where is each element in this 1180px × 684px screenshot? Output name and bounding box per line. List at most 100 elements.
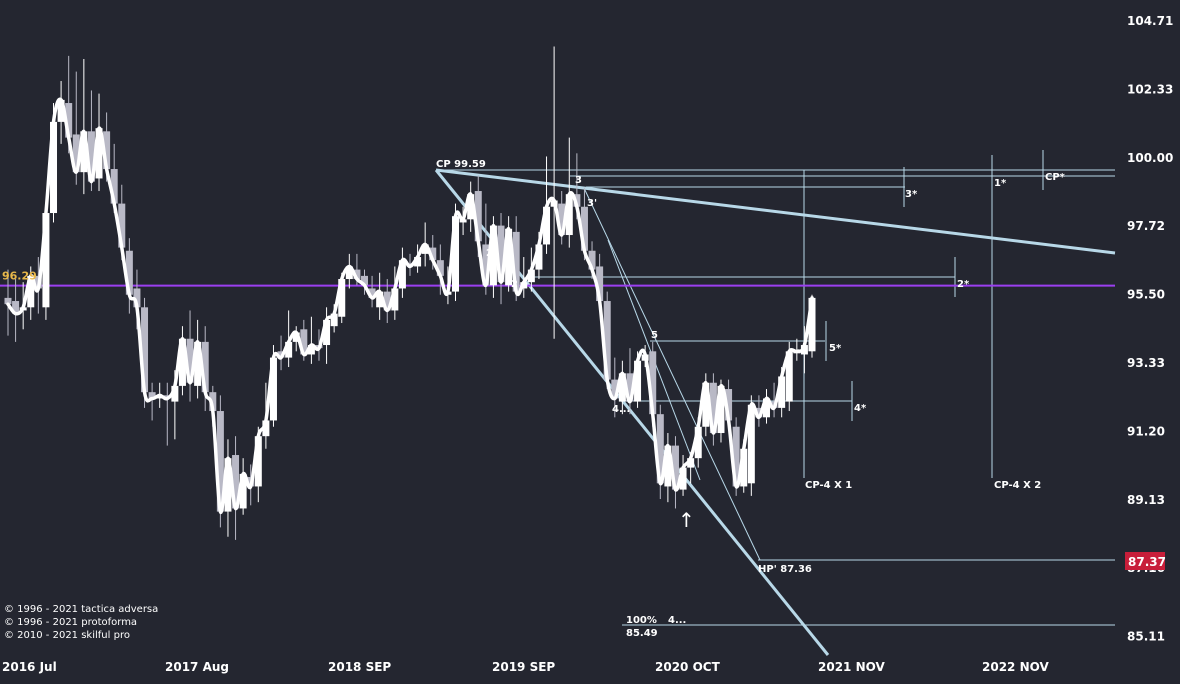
pct-value-label: 85.49 — [626, 628, 658, 639]
candle-body — [664, 445, 672, 487]
candle-body — [80, 131, 88, 173]
x-tick-label: 2022 NOV — [982, 660, 1049, 674]
candle-body — [4, 297, 12, 305]
y-tick-label: 100.00 — [1127, 151, 1173, 165]
candle-body — [512, 231, 520, 292]
copyright-line-2: © 1996 - 2021 protoforma — [4, 617, 137, 628]
candle-body — [269, 357, 277, 421]
wave-4-label: 4... — [612, 404, 630, 415]
candle-body — [482, 244, 490, 286]
pct-label: 100% — [626, 615, 657, 626]
candle-body — [808, 297, 816, 352]
candle-body — [87, 131, 95, 182]
candle-body — [254, 436, 262, 487]
target-3star-label: 3* — [905, 189, 918, 200]
candle-body — [558, 203, 566, 236]
candle-body — [436, 260, 444, 276]
candle-body — [785, 351, 793, 402]
annotations: CP 99.59 HP' 87.36 100% 4... 85.49 2 2' … — [436, 159, 1066, 639]
target-1star-label: 1* — [994, 178, 1007, 189]
candle-body — [178, 338, 186, 386]
price-tag: 87.37 — [1125, 552, 1166, 570]
candle-body — [118, 203, 126, 248]
cp4x1-label: CP-4 X 1 — [805, 480, 852, 491]
candle-body — [611, 379, 619, 399]
candle-body — [747, 404, 755, 484]
candle-body — [285, 341, 293, 358]
candle-body — [649, 351, 657, 415]
candle-body — [588, 250, 596, 270]
cp-label: CP 99.59 — [436, 159, 486, 170]
candle-body — [110, 169, 118, 204]
candle-body — [216, 411, 224, 512]
x-axis: 2016 Jul 2017 Aug 2018 SEP 2019 SEP 2020 OCT… — [2, 660, 1049, 674]
candle-body — [232, 455, 240, 509]
candle-body — [755, 407, 763, 418]
candle-body — [338, 279, 346, 317]
candle-body — [543, 206, 551, 245]
candle-body — [535, 244, 543, 270]
candle-body — [201, 341, 209, 393]
cp4x2-label: CP-4 X 2 — [994, 480, 1041, 491]
candle-body — [148, 392, 156, 399]
candle-body — [762, 398, 770, 418]
candle-body — [467, 194, 475, 220]
candle-body — [194, 341, 202, 386]
candle-body — [505, 228, 513, 286]
candle-body — [186, 338, 194, 383]
candle-body — [65, 103, 73, 138]
wave-2-label: 2 — [511, 279, 518, 290]
smoothed-price-line — [6, 97, 814, 514]
candle-body — [634, 360, 642, 402]
candle-body — [656, 414, 664, 484]
y-tick-label: 104.71 — [1127, 14, 1173, 28]
candle-body — [671, 445, 679, 490]
candle-body — [778, 376, 786, 408]
candle-body — [307, 345, 315, 355]
candle-body — [323, 319, 331, 346]
candle-body — [72, 134, 80, 173]
hp-label: HP' 87.36 — [758, 564, 812, 575]
y-tick-label: 97.72 — [1127, 219, 1165, 233]
candle-body — [679, 467, 687, 490]
candle-body — [580, 206, 588, 251]
target-2star-label: 2* — [957, 279, 970, 290]
candle-body — [103, 131, 111, 170]
candle-body — [224, 458, 232, 512]
candle-body — [527, 269, 535, 283]
candle-body — [725, 389, 733, 421]
wave-5-label: 5 — [651, 330, 658, 341]
candle-body — [133, 288, 141, 308]
y-tick-label: 95.50 — [1127, 288, 1165, 302]
x-tick-label: 2018 SEP — [328, 660, 391, 674]
candle-body — [702, 382, 710, 427]
target-4star-label: 4* — [854, 403, 867, 414]
candle-body — [50, 121, 58, 214]
candle-body — [262, 420, 270, 437]
candle-body — [353, 269, 361, 280]
y-tick-label: 85.11 — [1127, 630, 1165, 644]
candle-body — [376, 291, 384, 308]
candle-body — [360, 275, 368, 286]
candle-body — [383, 291, 391, 311]
price-tag-text: 87.37 — [1128, 555, 1166, 569]
x-tick-label: 2021 NOV — [818, 660, 885, 674]
candle-body — [717, 385, 725, 434]
candle-body — [95, 128, 103, 179]
candle-body — [565, 194, 573, 236]
copyright: © 1996 - 2021 tactica adversa © 1996 - 2… — [4, 604, 158, 641]
copyright-line-3: © 2010 - 2021 skilful pro — [4, 630, 130, 641]
candle-body — [709, 382, 717, 434]
candle-body — [687, 458, 695, 468]
candle-body — [618, 373, 626, 402]
x-tick-label: 2017 Aug — [165, 660, 229, 674]
target-cpstar-label: CP* — [1045, 172, 1066, 183]
x-tick-label: 2019 SEP — [492, 660, 555, 674]
candle-body — [300, 329, 308, 355]
candle-body — [391, 288, 399, 311]
candle-body — [141, 307, 149, 393]
wave-3-label: 3 — [575, 175, 582, 186]
candle-body — [27, 275, 35, 308]
wave-2p-label: 2' — [486, 248, 496, 259]
y-tick-label: 93.33 — [1127, 356, 1165, 370]
